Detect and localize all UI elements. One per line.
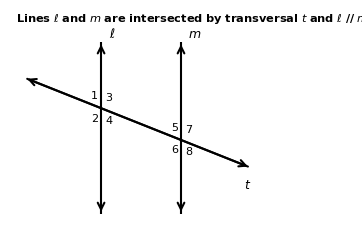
- Text: 7: 7: [185, 125, 192, 135]
- Text: $\mathbf{Lines}$ $\mathit{\ell}$ $\mathbf{and}$ $\mathit{m}$ $\mathbf{are\ inter: $\mathbf{Lines}$ $\mathit{\ell}$ $\mathb…: [16, 12, 362, 26]
- Text: 1: 1: [91, 91, 98, 101]
- Text: 6: 6: [171, 145, 178, 155]
- Text: 3: 3: [105, 93, 112, 103]
- Text: 4: 4: [105, 116, 112, 125]
- Text: 5: 5: [171, 123, 178, 133]
- Text: 2: 2: [91, 114, 98, 124]
- Text: t: t: [245, 179, 249, 191]
- Text: m: m: [189, 28, 201, 41]
- Text: ℓ: ℓ: [109, 28, 114, 41]
- Text: 8: 8: [185, 147, 192, 157]
